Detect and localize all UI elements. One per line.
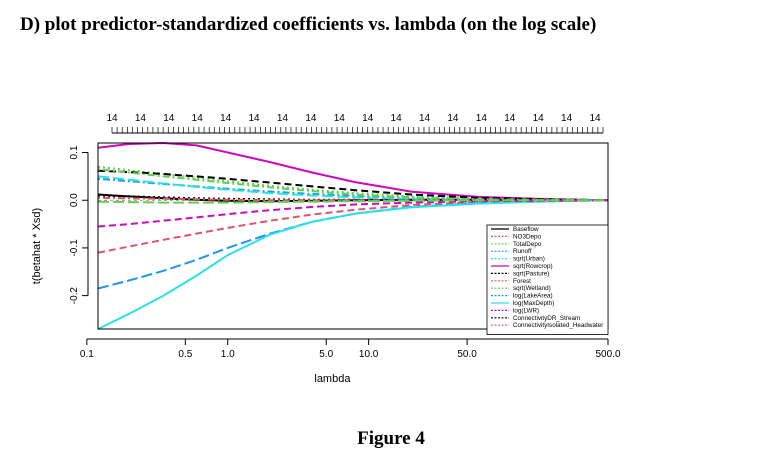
top-axis-label: 14 (419, 113, 431, 124)
top-axis-label: 14 (135, 113, 147, 124)
y-tick-label: -0.2 (69, 287, 80, 305)
top-axis-label: 14 (163, 113, 175, 124)
series-line (97, 199, 609, 228)
x-tick-label: 50.0 (457, 349, 477, 360)
top-axis-label: 14 (305, 113, 317, 124)
legend-entry: ConnectivityDR_Stream (513, 315, 580, 322)
series-line (97, 141, 609, 202)
top-axis-label: 14 (220, 113, 232, 124)
x-tick-label: 5.0 (319, 349, 333, 360)
top-axis-label: 14 (504, 113, 516, 124)
top-axis-label: 14 (277, 113, 289, 124)
series-line (97, 199, 609, 254)
legend-entry: log(MaxDepth) (513, 300, 554, 307)
x-tick-label: 0.1 (80, 349, 94, 360)
series-line (97, 199, 608, 204)
x-tick-label: 10.0 (359, 349, 379, 360)
top-axis-label: 14 (106, 113, 118, 124)
top-axis-label: 14 (391, 113, 403, 124)
x-tick-label: 0.5 (178, 349, 192, 360)
figure-caption: Figure 4 (357, 428, 425, 449)
y-axis: 0.1 0.0 -0.1 -0.2 (69, 145, 89, 305)
legend-entry: Runoff (513, 248, 532, 255)
top-axis-label: 14 (248, 113, 260, 124)
legend-entry: log(LakeArea) (513, 293, 553, 300)
legend-entry: TotalDepo (513, 241, 542, 248)
legend-entry: log(LWR) (513, 307, 539, 314)
top-axis-label: 14 (533, 113, 545, 124)
legend-entry: sqrt(Pasture) (513, 270, 549, 277)
y-tick-label: 0.1 (69, 145, 80, 159)
legend-entry: sqrt(Wetland) (513, 285, 551, 292)
y-tick-label: 0.0 (69, 193, 80, 207)
legend-entry: NO3Depo (513, 233, 541, 240)
series-line (97, 175, 608, 202)
top-axis-label: 14 (362, 113, 374, 124)
series-layer (97, 141, 609, 330)
x-tick-label: 500.0 (595, 349, 620, 360)
top-axis-label: 14 (561, 113, 573, 124)
top-axis-label: 14 (334, 113, 346, 124)
page-heading: D) plot predictor-standardized coefficie… (20, 14, 597, 35)
series-line (97, 168, 609, 202)
top-axis-label: 14 (476, 113, 488, 124)
y-axis-label: t(betahat * Xsd) (31, 208, 43, 284)
top-axis: 14 14 14 14 14 14 14 14 14 14 14 14 14 14 14 14 14 14 (106, 113, 604, 134)
top-axis-label: 14 (447, 113, 459, 124)
x-axis-label: lambda (314, 373, 351, 385)
series-line (97, 199, 609, 330)
legend-entry: sqrt(Urban) (513, 256, 545, 263)
top-axis-label: 14 (192, 113, 204, 124)
x-axis: 0.1 0.5 1.0 5.0 10.0 50.0 500.0 (80, 338, 621, 360)
x-tick-label: 1.0 (221, 349, 235, 360)
top-axis-label: 14 (589, 113, 601, 124)
legend-box (486, 224, 609, 335)
series-line (97, 169, 609, 202)
legend-entry: sqrt(Rowcrop) (513, 263, 553, 270)
legend: BaseflowNO3DepoTotalDepoRunoffsqrt(Urban… (486, 224, 609, 335)
legend-entry: Baseflow (513, 226, 539, 233)
y-tick-label: -0.1 (69, 239, 80, 257)
legend-entry: ConnectivityIsolated_Headwater (513, 322, 603, 329)
legend-entry: Forest (513, 278, 531, 285)
